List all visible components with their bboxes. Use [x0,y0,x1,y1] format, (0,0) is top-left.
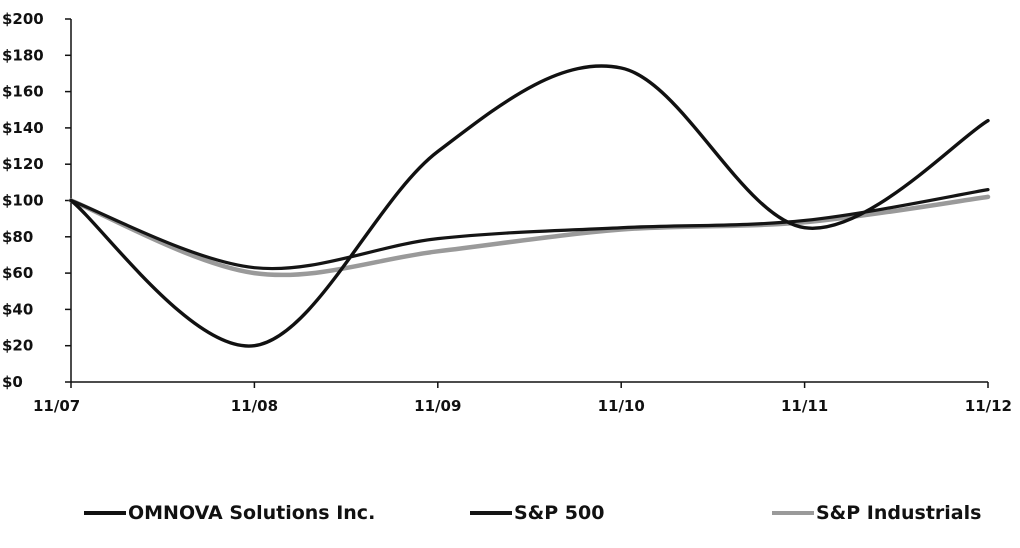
series-sp500-line [69,188,990,271]
series-layer [68,64,991,348]
x-tick-label: 11/08 [231,397,278,415]
legend-label-sp-industrials: S&P Industrials [816,502,982,524]
legend-item-sp-industrials: S&P Industrials [772,500,981,526]
legend-swatch-sp500 [470,511,512,515]
y-tick-label: $140 [2,119,44,137]
x-tick-label: 11/07 [33,397,80,415]
legend-item-omnova: OMNOVA Solutions Inc. [84,500,375,526]
y-tick-label: $200 [2,10,44,28]
legend-label-omnova: OMNOVA Solutions Inc. [128,502,376,524]
legend-swatch-sp-industrials [772,511,814,515]
y-tick-label: $180 [2,46,44,64]
series-omnova-line [69,64,990,348]
y-tick-label: $0 [2,373,23,391]
legend-label-sp500: S&P 500 [514,502,605,524]
y-tick-label: $20 [2,337,33,355]
legend-swatch-omnova [84,511,126,515]
y-tick-label: $100 [2,192,44,210]
legend: OMNOVA Solutions Inc. S&P 500 S&P Indust… [0,500,1020,548]
y-tick-label: $40 [2,300,33,318]
legend-item-sp500: S&P 500 [470,500,604,526]
series-sp-industrials-line [68,194,991,278]
x-tick-label: 11/12 [965,397,1012,415]
y-tick-label: $80 [2,228,33,246]
y-tick-label: $160 [2,83,44,101]
x-tick-label: 11/09 [414,397,461,415]
x-tick-label: 11/10 [598,397,645,415]
x-tick-label: 11/11 [781,397,828,415]
axes: $0 $20 $40 $60 $80 $100 $120 $140 $160 $180 $200 11… [2,10,1012,415]
y-tick-label: $60 [2,264,33,282]
line-chart: $0 $20 $40 $60 $80 $100 $120 $140 $160 $180 $200 11… [2,10,1012,415]
y-tick-label: $120 [2,155,44,173]
